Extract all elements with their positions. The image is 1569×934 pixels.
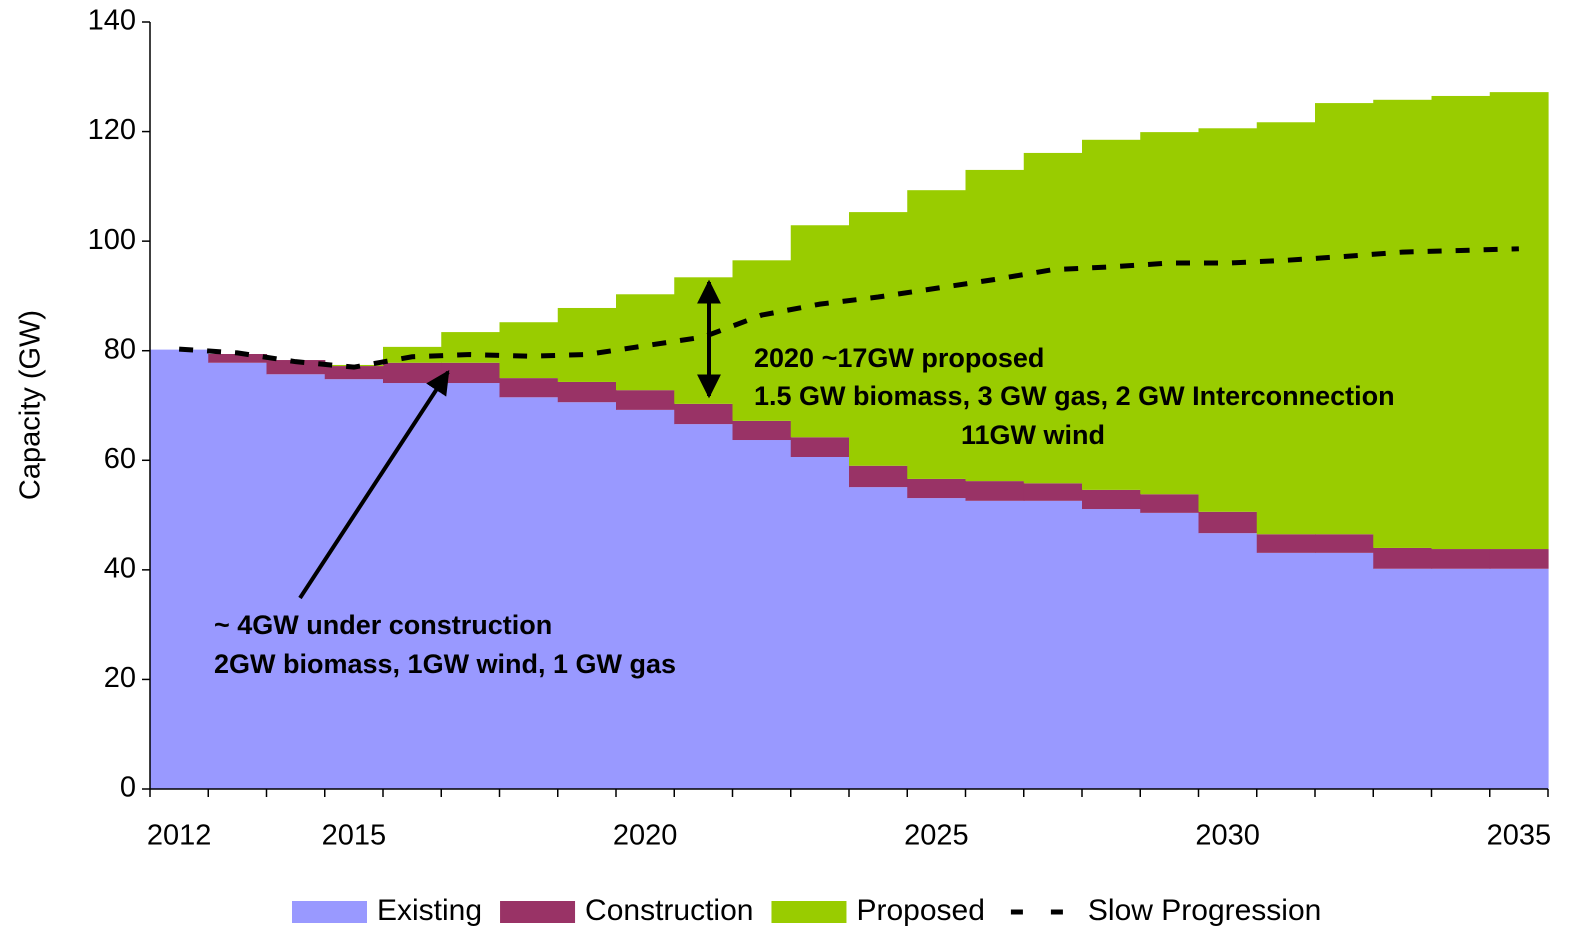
area-step xyxy=(1082,509,1141,789)
line-series xyxy=(178,246,1519,370)
area-step xyxy=(965,500,1025,789)
y-tick-label: 80 xyxy=(104,333,136,365)
area-step xyxy=(1373,547,1433,569)
area-step xyxy=(907,498,967,789)
area-step xyxy=(1198,533,1258,789)
legend-label: Proposed xyxy=(856,894,984,927)
annotation: 2020 ~17GW proposed xyxy=(754,343,1044,373)
y-tick-label: 120 xyxy=(88,114,136,146)
area-step xyxy=(1489,568,1549,789)
y-tick-label: 40 xyxy=(104,553,136,585)
area-step xyxy=(1082,489,1141,510)
area-step xyxy=(557,307,617,382)
area-step xyxy=(1023,500,1083,789)
area-step xyxy=(1431,95,1491,550)
x-tick-label: 2025 xyxy=(904,820,969,852)
annotation: ~ 4GW under construction xyxy=(214,610,552,640)
area-step xyxy=(849,487,908,789)
area-step xyxy=(499,322,559,379)
area-step xyxy=(1140,132,1200,495)
area-step xyxy=(499,397,559,789)
area-step xyxy=(1315,552,1374,789)
area-step xyxy=(907,478,967,499)
x-tick-label: 2035 xyxy=(1487,820,1552,852)
area-step xyxy=(499,378,559,398)
annotation-arrow xyxy=(298,369,450,600)
area-step xyxy=(907,190,967,479)
legend-swatch xyxy=(292,901,367,923)
area-step xyxy=(674,403,734,425)
area-step xyxy=(1256,552,1316,789)
x-tick-label: 2020 xyxy=(613,820,678,852)
area-step xyxy=(324,379,384,789)
area-step xyxy=(208,362,268,789)
area-step xyxy=(616,409,675,789)
legend-swatch xyxy=(771,901,847,923)
area-step xyxy=(1140,512,1200,789)
annotation: 11GW wind xyxy=(961,420,1105,450)
x-tick-label: 2012 xyxy=(147,820,212,852)
plot-area: 0 20 40 60 80 100 120 140 2012 2015 2020 2025 2030 20… xyxy=(88,5,1552,852)
y-axis-label: Capacity (GW) xyxy=(15,310,47,500)
area-step xyxy=(732,440,792,789)
area-step xyxy=(441,332,501,363)
area-step xyxy=(1256,122,1316,535)
area-step xyxy=(1198,128,1258,512)
y-tick-label: 20 xyxy=(104,662,136,694)
area-step xyxy=(1431,549,1491,569)
area-step xyxy=(732,260,792,421)
y-tick-label: 140 xyxy=(88,5,136,37)
area-step xyxy=(790,437,850,457)
area-step xyxy=(1023,483,1083,501)
area-step xyxy=(150,349,209,789)
annotations: 2020 ~17GW proposed 1.5 GW biomass, 3 GW… xyxy=(214,279,1395,927)
area-step xyxy=(441,383,501,789)
area-step xyxy=(1082,139,1141,490)
area-step xyxy=(208,354,268,363)
area-step xyxy=(1373,568,1433,789)
area-step xyxy=(1489,92,1549,550)
legend-label: Slow Progression xyxy=(1088,894,1321,927)
area-step xyxy=(1198,511,1258,534)
area-step xyxy=(557,381,617,403)
area-step xyxy=(1023,152,1083,484)
area-step xyxy=(266,374,326,789)
area-step xyxy=(732,420,792,441)
area-step xyxy=(1256,534,1316,553)
legend-label: Construction xyxy=(585,894,753,927)
area-step xyxy=(965,169,1025,482)
area-step xyxy=(1315,103,1374,535)
legend-swatch xyxy=(500,901,576,923)
x-tick-label: 2030 xyxy=(1195,820,1260,852)
y-tick-label: 100 xyxy=(88,224,136,256)
legend-label: Existing xyxy=(377,894,482,927)
x-tick-label: 2015 xyxy=(322,820,387,852)
area-step xyxy=(441,362,501,384)
area-step xyxy=(324,366,384,380)
area-step xyxy=(616,390,675,410)
area-step xyxy=(383,383,442,789)
area-step xyxy=(557,402,617,789)
y-tick-label: 60 xyxy=(104,443,136,475)
area-step xyxy=(965,481,1025,501)
area-step xyxy=(674,424,734,789)
area-step xyxy=(1489,549,1549,569)
area-step xyxy=(849,465,908,488)
y-tick-label: 0 xyxy=(120,772,136,804)
area-step xyxy=(790,456,850,789)
area-step xyxy=(383,362,442,384)
area-step xyxy=(790,225,850,438)
area-step xyxy=(266,360,326,375)
area-step xyxy=(1431,568,1491,789)
area-step xyxy=(1373,99,1433,548)
area-step xyxy=(849,212,908,466)
area-step xyxy=(1315,534,1374,553)
area-step xyxy=(1140,494,1200,513)
annotation: 1.5 GW biomass, 3 GW gas, 2 GW Interconn… xyxy=(754,381,1395,411)
annotation: 2GW biomass, 1GW wind, 1 GW gas xyxy=(214,649,676,679)
